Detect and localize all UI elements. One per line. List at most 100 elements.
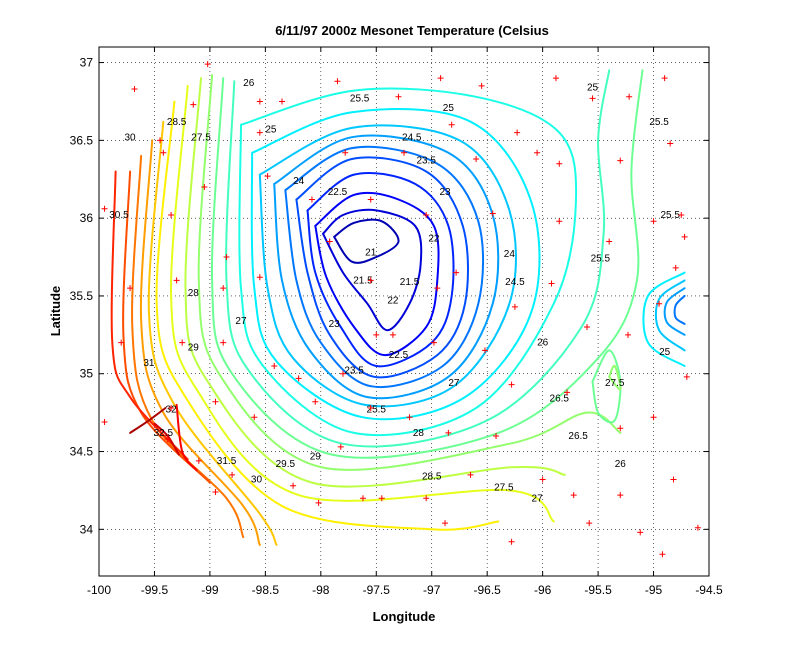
contour-line-32-5 (129, 407, 167, 434)
station-marker (173, 277, 180, 284)
station-marker (694, 524, 701, 531)
station-marker (118, 339, 125, 346)
contour-line-31-5 (175, 403, 198, 472)
contour-line-24 (273, 134, 500, 400)
contour-label: 32.5 (154, 428, 174, 439)
contour-line-22-5 (306, 172, 455, 368)
contour-label: 28 (188, 288, 200, 299)
station-marker (508, 538, 515, 545)
contour-label: 25 (265, 125, 277, 136)
contour-line-24 (663, 287, 686, 336)
station-marker (406, 414, 413, 421)
contour-label: 22.5 (389, 350, 409, 361)
station-marker (168, 212, 175, 219)
station-marker (220, 339, 227, 346)
x-tick-label: -96 (534, 583, 552, 597)
contour-label: 30.5 (109, 210, 129, 221)
station-marker (312, 398, 319, 405)
station-marker (256, 274, 263, 281)
contour-line-22 (314, 191, 440, 357)
station-marker (315, 499, 322, 506)
station-marker (584, 324, 590, 331)
station-marker (223, 254, 230, 261)
contour-line-24-5 (258, 124, 517, 408)
station-marker (637, 529, 644, 536)
contour-line-30-5 (122, 170, 211, 484)
station-marker (681, 233, 688, 240)
contour-line-26-5 (210, 69, 644, 459)
contour-label: 24.5 (402, 132, 422, 143)
station-marker (437, 75, 444, 82)
station-marker (678, 212, 685, 219)
contour-line-31 (110, 170, 189, 461)
station-marker (508, 381, 515, 388)
contour-label: 21.5 (353, 275, 373, 286)
station-marker (473, 156, 480, 163)
contour-line-28-5 (155, 100, 500, 531)
station-marker (212, 398, 219, 405)
station-marker (564, 389, 571, 396)
station-marker (378, 495, 385, 502)
station-marker (367, 404, 374, 411)
x-tick-label: -95.5 (584, 583, 612, 597)
contour-label: 25.5 (660, 210, 680, 221)
contour-label: 28 (413, 428, 425, 439)
station-marker (548, 280, 555, 287)
contour-line-26-5 (591, 349, 622, 424)
contour-label: 25.5 (591, 254, 611, 265)
contour-line-28 (170, 84, 555, 523)
contour-label: 24.5 (505, 277, 525, 288)
contour-label: 23 (439, 187, 451, 198)
station-marker (212, 488, 219, 495)
station-marker (164, 436, 171, 443)
x-tick-label: -99 (201, 583, 219, 597)
contour-label: 26 (537, 338, 549, 349)
station-marker (606, 238, 613, 245)
contour-line-27 (608, 364, 622, 391)
station-marker (656, 300, 663, 307)
plot-frame (98, 46, 710, 577)
station-marker (195, 457, 202, 464)
station-marker (617, 425, 624, 432)
contour-line-27 (197, 74, 622, 471)
station-marker (157, 137, 163, 144)
station-marker (670, 476, 677, 483)
station-marker (256, 129, 263, 136)
contour-label: 21 (365, 247, 377, 258)
station-marker (617, 157, 624, 164)
contour-label: 29.5 (276, 459, 296, 470)
station-marker (326, 238, 333, 245)
station-marker (650, 414, 657, 421)
contour-line-23-5 (673, 294, 686, 325)
station-marker (290, 482, 297, 489)
contour-line-29-5 (139, 139, 261, 546)
x-tick-label: -99.5 (141, 583, 169, 597)
station-marker (308, 196, 315, 203)
contour-label: 29 (310, 451, 322, 462)
station-marker (626, 93, 633, 100)
contour-line-25-5 (238, 87, 578, 436)
station-marker (589, 95, 596, 102)
contour-label: 24 (293, 176, 305, 187)
station-marker (251, 414, 258, 421)
x-tick-label: -97 (423, 583, 441, 597)
contour-label: 27.5 (605, 378, 625, 389)
contour-label: 21.5 (400, 277, 420, 288)
station-marker (201, 184, 208, 191)
station-marker (672, 264, 679, 271)
station-marker (586, 520, 593, 527)
station-marker (467, 471, 474, 478)
contour-label: 25 (443, 103, 455, 114)
contour-label: 31 (143, 358, 155, 369)
contour-label: 26.5 (550, 394, 570, 405)
x-axis-label: Longitude (373, 609, 436, 624)
y-tick-label: 36.5 (70, 133, 94, 147)
contour-label: 23 (329, 319, 341, 330)
station-marker (445, 429, 452, 436)
contour-label: 23.5 (416, 156, 436, 167)
contour-label: 31.5 (217, 456, 237, 467)
station-marker (342, 149, 349, 156)
station-marker (534, 149, 541, 156)
x-tick-label: -98 (312, 583, 330, 597)
